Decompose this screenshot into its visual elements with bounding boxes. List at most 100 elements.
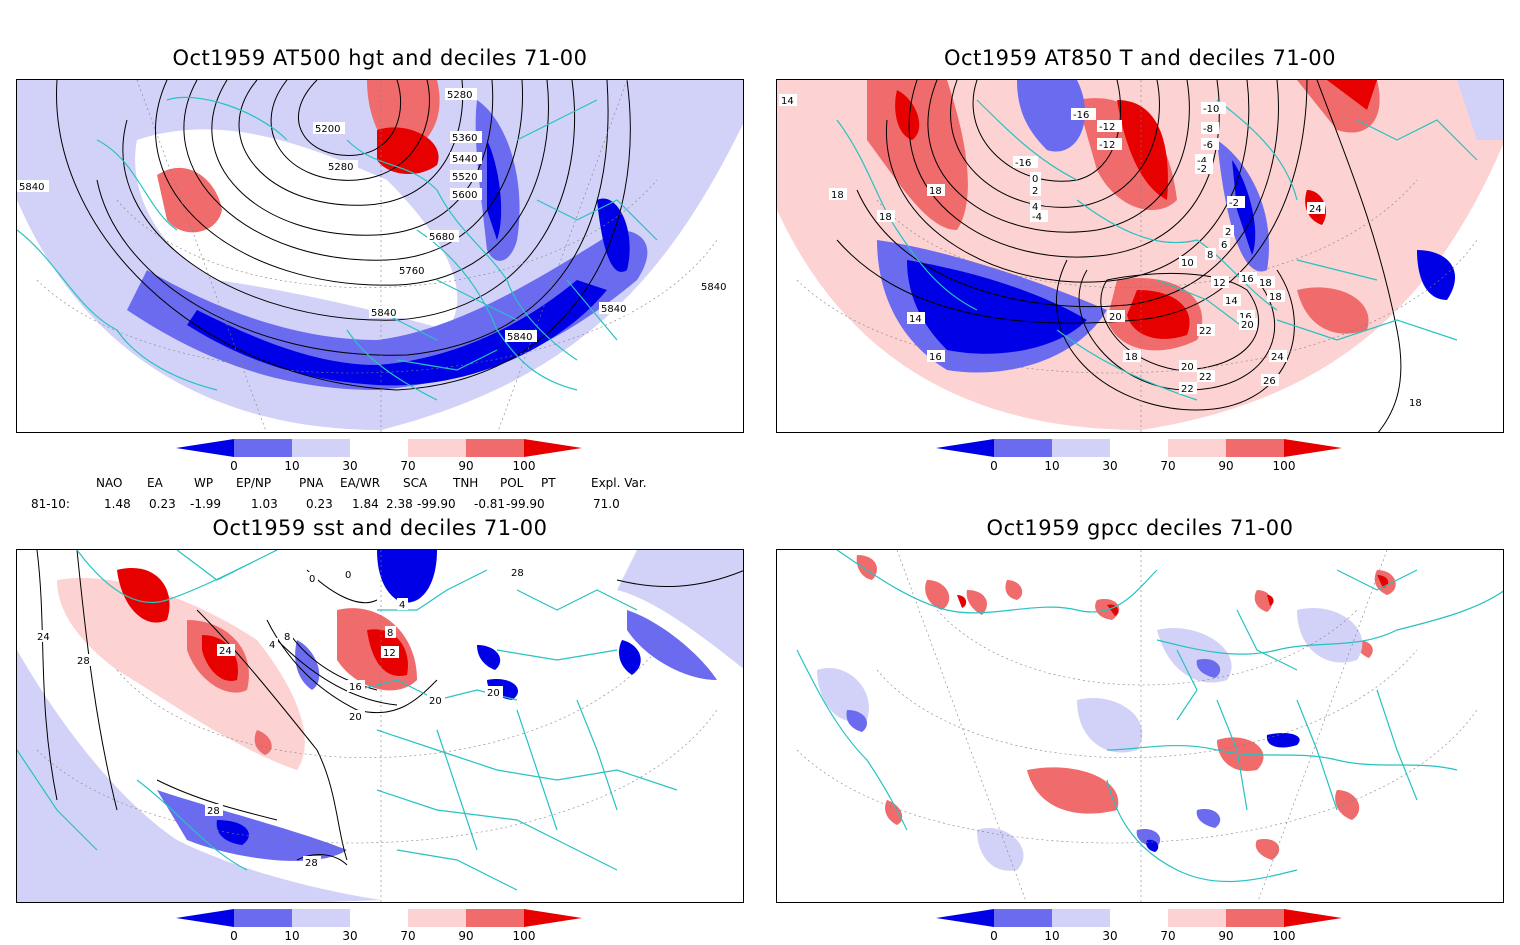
- contour-label: 18: [1407, 396, 1425, 409]
- index-header: WP: [194, 476, 214, 490]
- contour-label: 24: [217, 644, 235, 657]
- colorbar-tick: 100: [512, 459, 536, 473]
- contour-label: 28: [509, 566, 527, 579]
- colorbar-swatch: [466, 439, 524, 457]
- contour-label: -12: [1097, 120, 1122, 133]
- contour-label: 16: [927, 350, 945, 363]
- svg-text:-10: -10: [1203, 104, 1219, 115]
- colorbar-tick: 70: [1160, 929, 1176, 943]
- panel-title-t850: Oct1959 AT850 T and deciles 71-00: [944, 46, 1336, 70]
- index-header: NAO: [96, 476, 123, 490]
- contour-label: 18: [829, 188, 847, 201]
- svg-text:20: 20: [1181, 362, 1194, 373]
- svg-text:20: 20: [429, 696, 442, 707]
- teleconnection-indices: NAO EA WP EP/NP PNA EA/WR SCA TNH POL PT…: [0, 476, 760, 516]
- contour-label: 5840: [699, 280, 731, 293]
- svg-text:5200: 5200: [315, 124, 340, 135]
- contour-label: 14: [907, 312, 925, 325]
- colorbar-tick: 100: [1272, 459, 1296, 473]
- contour-label: 28: [303, 856, 321, 869]
- svg-text:-2: -2: [1197, 164, 1207, 175]
- svg-text:-16: -16: [1073, 110, 1089, 121]
- contour-label: 5600: [450, 188, 482, 201]
- svg-text:20: 20: [1109, 312, 1122, 323]
- svg-text:20: 20: [349, 712, 362, 723]
- svg-text:18: 18: [929, 186, 942, 197]
- svg-text:18: 18: [879, 212, 892, 223]
- colorbar-swatch: [350, 439, 408, 457]
- svg-text:24: 24: [1309, 204, 1322, 215]
- colorbar-swatch: [994, 909, 1052, 927]
- colorbar-swatches: [936, 439, 1342, 457]
- svg-text:5280: 5280: [447, 90, 472, 101]
- map-panel-hgt500: 5280 5200 5280 5360 5440 5520 5600 5680 5760 5840…: [16, 79, 744, 433]
- contour-label: 5280: [326, 160, 358, 173]
- colorbar-swatch: [176, 439, 234, 457]
- svg-text:12: 12: [1213, 278, 1226, 289]
- panel-title-sst: Oct1959 sst and deciles 71-00: [212, 516, 548, 540]
- svg-text:-12: -12: [1099, 140, 1115, 151]
- svg-text:14: 14: [909, 314, 922, 325]
- index-value: 0.23: [306, 497, 333, 511]
- colorbar-swatch: [234, 909, 292, 927]
- colorbar-swatch: [466, 909, 524, 927]
- contour-label: 10: [1179, 256, 1197, 269]
- index-header: PT: [541, 476, 556, 490]
- colorbar-tick: 0: [230, 459, 238, 473]
- index-value: -1.99: [190, 497, 222, 511]
- svg-text:28: 28: [77, 656, 90, 667]
- panel-title-hgt500: Oct1959 AT500 hgt and deciles 71-00: [172, 46, 588, 70]
- svg-text:5280: 5280: [328, 162, 353, 173]
- colorbar-swatch: [408, 909, 466, 927]
- svg-text:5360: 5360: [452, 133, 477, 144]
- contour-label: 8: [385, 626, 396, 639]
- svg-text:14: 14: [1225, 296, 1238, 307]
- colorbar-tick: 0: [990, 459, 998, 473]
- svg-text:6: 6: [1221, 240, 1227, 251]
- contour-label: -16: [1071, 108, 1096, 121]
- contour-label: -2: [1227, 196, 1245, 209]
- svg-text:28: 28: [305, 858, 318, 869]
- index-value: 71.0: [593, 497, 620, 511]
- svg-text:2: 2: [1032, 186, 1038, 197]
- colorbar-tick: 30: [342, 929, 358, 943]
- svg-text:24: 24: [1271, 352, 1284, 363]
- colorbar-swatch: [936, 439, 994, 457]
- colorbar-tick: 30: [1102, 459, 1118, 473]
- contour-label: 22: [1197, 324, 1215, 337]
- colorbar-swatch: [1226, 909, 1284, 927]
- contour-label: -6: [1201, 138, 1219, 151]
- svg-text:24: 24: [37, 632, 50, 643]
- svg-text:5840: 5840: [601, 304, 626, 315]
- index-value: 0.23: [149, 497, 176, 511]
- contour-label: 16: [347, 680, 365, 693]
- colorbar-tick: 0: [230, 929, 238, 943]
- colorbar-tick: 100: [512, 929, 536, 943]
- contour-label: 14: [1223, 294, 1241, 307]
- colorbar-swatches: [176, 439, 582, 457]
- colorbar-swatch: [524, 909, 582, 927]
- svg-text:-16: -16: [1015, 158, 1031, 169]
- contour-label: 5680: [427, 230, 459, 243]
- svg-text:20: 20: [1241, 320, 1254, 331]
- colorbar-tick: 100: [1272, 929, 1296, 943]
- svg-text:16: 16: [929, 352, 942, 363]
- colorbar-swatch: [524, 439, 582, 457]
- svg-text:5840: 5840: [507, 332, 532, 343]
- svg-text:-4: -4: [1197, 156, 1207, 167]
- svg-text:18: 18: [1125, 352, 1138, 363]
- contour-label: 20: [485, 686, 503, 699]
- svg-text:16: 16: [349, 682, 362, 693]
- index-value: 1.03: [251, 497, 278, 511]
- svg-text:10: 10: [1181, 258, 1194, 269]
- contour-label: 20: [347, 710, 365, 723]
- contour-label: 6: [1219, 238, 1230, 251]
- svg-text:5840: 5840: [371, 308, 396, 319]
- svg-text:8: 8: [284, 632, 290, 643]
- contour-label: 5200: [313, 122, 345, 135]
- colorbar-swatch: [408, 439, 466, 457]
- contour-label: 18: [1267, 290, 1285, 303]
- svg-text:26: 26: [1263, 376, 1276, 387]
- svg-text:5840: 5840: [701, 282, 726, 293]
- svg-text:16: 16: [1241, 274, 1254, 285]
